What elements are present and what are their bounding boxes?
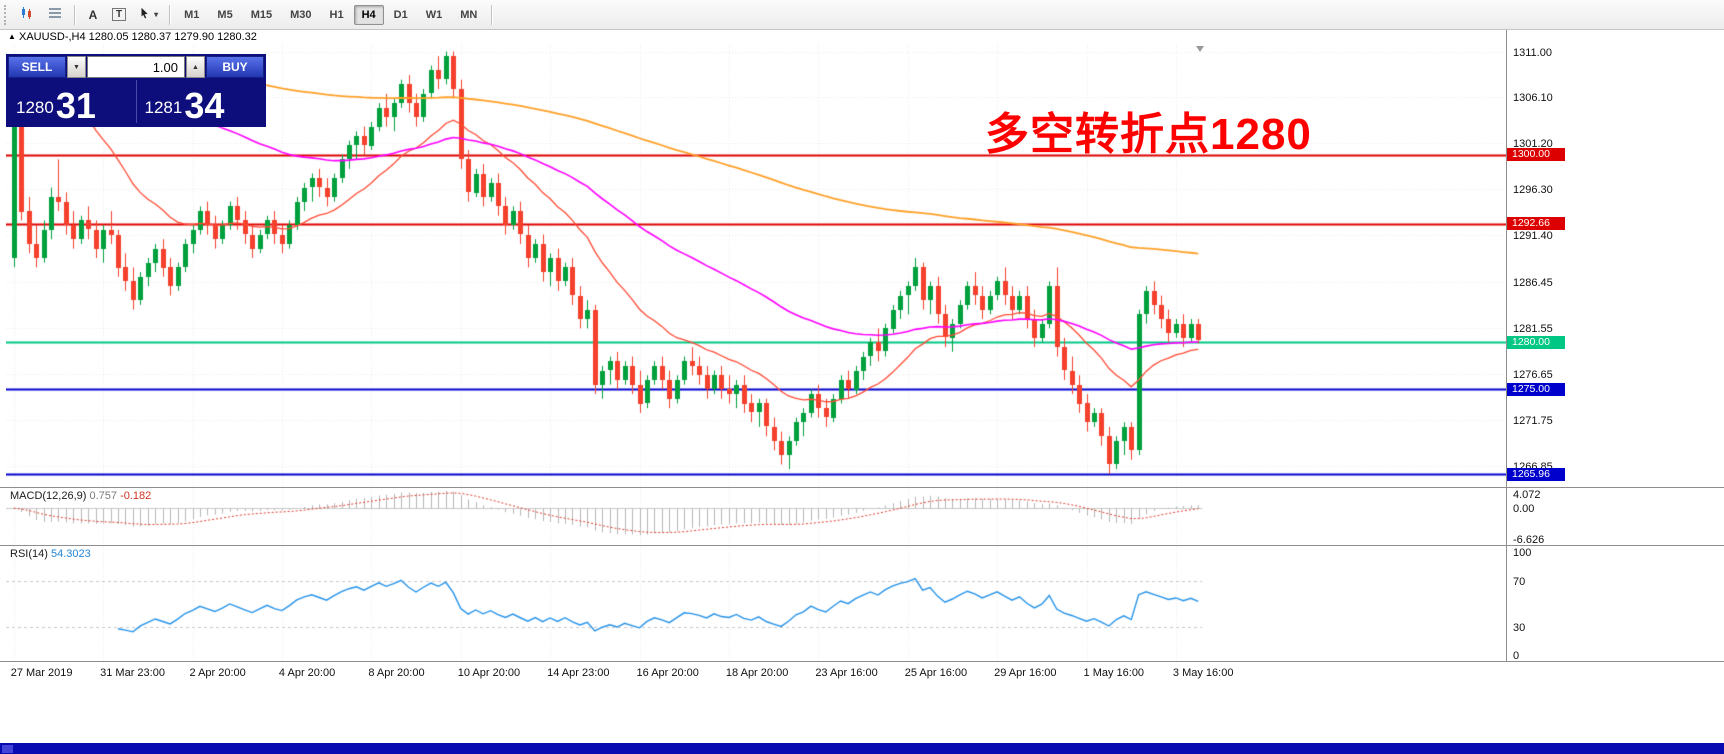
time-axis-label: 2 Apr 20:00 — [189, 667, 246, 679]
direction-up-icon: ▲ — [8, 32, 16, 41]
buy-price-main: 1281 — [144, 98, 183, 117]
price-axis-label: 1281.55 — [1513, 322, 1553, 335]
timeframe-m1[interactable]: M1 — [176, 5, 207, 25]
label-tool-button[interactable]: T — [107, 4, 131, 26]
rsi-axis-label: 0 — [1513, 650, 1520, 662]
timeframe-w1[interactable]: W1 — [418, 5, 451, 25]
toolbar-gripper[interactable] — [4, 4, 9, 25]
list-lines-icon — [47, 5, 63, 24]
charts-toolbar-button[interactable] — [14, 4, 40, 26]
buy-price-display[interactable]: 1281 34 — [137, 78, 265, 125]
timeframe-h4[interactable]: H4 — [353, 4, 384, 25]
toolbar-separator — [74, 4, 75, 25]
rsi-name: RSI(14) — [10, 548, 48, 560]
time-axis-label: 31 Mar 23:00 — [100, 667, 165, 679]
time-axis-label: 25 Apr 16:00 — [904, 667, 968, 679]
time-axis-label: 16 Apr 20:00 — [636, 667, 699, 679]
hline-price-tag: 1280.00 — [1507, 335, 1565, 349]
rsi-axis-label: 70 — [1513, 575, 1526, 588]
chart-shift-marker[interactable] — [1196, 46, 1204, 52]
time-axis-label: 14 Apr 23:00 — [547, 667, 610, 679]
time-axis-label: 23 Apr 16:00 — [815, 667, 878, 679]
cursor-arrow-icon — [138, 6, 152, 23]
macd-indicator-label: MACD(12,26,9) 0.757 -0.182 — [10, 490, 151, 502]
time-axis-label: 18 Apr 20:00 — [725, 667, 789, 679]
time-axis-label: 10 Apr 20:00 — [457, 667, 521, 679]
hline-price-tag: 1300.00 — [1507, 148, 1565, 162]
macd-axis-label: 4.072 — [1513, 489, 1541, 501]
hline-price-tag: 1292.66 — [1507, 217, 1565, 231]
hline-price-tag: 1275.00 — [1507, 382, 1565, 396]
one-click-trading-panel: SELL ▼ ▲ BUY 1280 31 1281 34 — [6, 54, 266, 127]
hline-price-tag: 1265.96 — [1507, 467, 1565, 481]
panel-splitter[interactable] — [0, 545, 1724, 546]
price-axis-label: 1291.40 — [1513, 230, 1553, 243]
label-tool-glyph: T — [112, 8, 127, 21]
time-axis[interactable]: 27 Mar 2019 31 Mar 23:00 2 Apr 20:00 4 Apr … — [0, 662, 1724, 690]
timeframe-m15[interactable]: M15 — [243, 5, 280, 25]
macd-panel-canvas[interactable] — [6, 488, 1506, 545]
price-axis[interactable]: 1311.00 1306.10 1301.20 1296.30 1291.40 1286.… — [1507, 30, 1724, 662]
panel-splitter[interactable] — [0, 487, 1724, 488]
chevron-down-icon: ▾ — [154, 10, 159, 19]
rsi-value: 54.3023 — [50, 548, 91, 560]
chart-ohlc-values: 1280.05 1280.37 1279.90 1280.32 — [88, 31, 257, 43]
time-axis-label: 3 May 16:00 — [1172, 667, 1234, 679]
chart-symbol-period: XAUUSD-,H4 — [18, 31, 86, 43]
rsi-axis-label: 30 — [1513, 621, 1526, 634]
timeframe-h1[interactable]: H1 — [322, 5, 352, 25]
timeframe-m5[interactable]: M5 — [209, 5, 240, 25]
rsi-axis-label: 100 — [1513, 547, 1532, 559]
price-axis-label: 1276.65 — [1513, 368, 1553, 381]
buy-price-pips: 34 — [184, 84, 225, 125]
object-list-button[interactable] — [42, 4, 68, 26]
text-tool-button[interactable]: A — [81, 4, 105, 26]
timeframe-m30[interactable]: M30 — [282, 5, 319, 25]
window-bottom-border — [0, 743, 1724, 754]
window-corner-grip — [2, 745, 13, 753]
macd-value: 0.757 — [89, 490, 118, 502]
time-axis-label: 4 Apr 20:00 — [278, 667, 336, 679]
price-axis-label: 1286.45 — [1513, 276, 1553, 289]
time-axis-label: 1 May 16:00 — [1083, 667, 1145, 679]
annotation-text: 多空转折点1280 — [985, 110, 1312, 159]
rsi-panel-canvas[interactable] — [6, 546, 1506, 661]
sell-price-main: 1280 — [16, 98, 54, 117]
panel-splitter[interactable] — [0, 661, 1724, 662]
time-axis-label: 29 Apr 16:00 — [994, 667, 1057, 679]
buy-button[interactable]: BUY — [206, 56, 264, 78]
rsi-indicator-label: RSI(14) 54.3023 — [10, 548, 91, 560]
volume-input[interactable] — [87, 56, 185, 78]
toolbar-separator — [169, 4, 171, 25]
price-axis-label: 1311.00 — [1513, 46, 1552, 59]
toolbar-separator — [491, 4, 493, 25]
sell-button[interactable]: SELL — [8, 56, 66, 78]
timeframe-group: M1 M5 M15 M30 H1 H4 D1 W1 MN — [175, 4, 486, 25]
sell-price-display[interactable]: 1280 31 — [8, 78, 136, 125]
price-axis-label: 1301.20 — [1513, 138, 1553, 151]
time-axis-label: 27 Mar 2019 — [10, 667, 73, 679]
price-axis-label: 1296.30 — [1513, 184, 1553, 197]
caret-down-icon: ▼ — [73, 63, 80, 71]
cursor-tool-button[interactable]: ▾ — [133, 4, 163, 26]
volume-decrease-button[interactable]: ▼ — [67, 56, 86, 78]
chart-ohlc-line: ▲ XAUUSD-,H4 1280.05 1280.37 1279.90 128… — [8, 31, 257, 43]
top-toolbar: A T ▾ M1 M5 M15 M30 H1 H4 D1 W1 MN — [0, 0, 1724, 30]
macd-name: MACD(12,26,9) — [10, 490, 87, 502]
macd-axis-label: 0.00 — [1513, 503, 1535, 516]
sell-price-pips: 31 — [55, 84, 96, 125]
time-axis-label: 8 Apr 20:00 — [368, 667, 425, 679]
price-axis-border — [1506, 30, 1507, 662]
macd-axis-label: -6.626 — [1513, 533, 1545, 546]
macd-signal-value: -0.182 — [120, 490, 152, 502]
timeframe-d1[interactable]: D1 — [386, 5, 416, 25]
timeframe-mn[interactable]: MN — [452, 5, 485, 25]
volume-increase-button[interactable]: ▲ — [186, 56, 205, 78]
trade-panel-divider — [135, 80, 137, 123]
price-axis-label: 1271.75 — [1513, 414, 1553, 427]
price-axis-label: 1306.10 — [1513, 92, 1553, 105]
caret-up-icon: ▲ — [192, 63, 199, 71]
candlestick-chart-icon — [19, 5, 35, 24]
